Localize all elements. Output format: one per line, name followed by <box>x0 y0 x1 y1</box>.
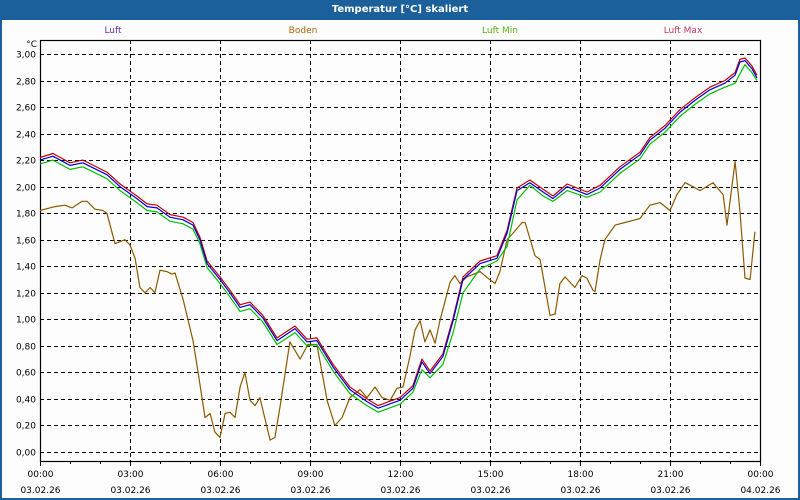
y-tick-label: 0,80 <box>16 343 36 353</box>
y-tick-label: 0,60 <box>16 369 36 379</box>
x-tick-time: 12:00 <box>388 470 414 480</box>
y-tick-label: 1,00 <box>16 316 36 326</box>
x-tick-time: 00:00 <box>748 470 774 480</box>
x-tick-time: 03:00 <box>118 470 144 480</box>
y-tick-label: 2,80 <box>16 78 36 88</box>
x-tick-date: 03.02.26 <box>380 486 420 496</box>
x-tick-date: 03.02.26 <box>20 486 60 496</box>
x-tick-time: 18:00 <box>568 470 594 480</box>
legend-item-boden: Boden <box>289 26 318 36</box>
x-tick-date: 03.02.26 <box>290 486 330 496</box>
x-tick-time: 06:00 <box>208 470 234 480</box>
x-tick-date: 03.02.26 <box>200 486 240 496</box>
x-tick-time: 00:00 <box>28 470 54 480</box>
x-tick-date: 04.02.26 <box>740 486 780 496</box>
y-tick-label: 1,60 <box>16 237 36 247</box>
y-tick-label: 1,20 <box>16 290 36 300</box>
x-tick-date: 03.02.26 <box>650 486 690 496</box>
y-tick-label: 0,40 <box>16 396 36 406</box>
x-tick-date: 03.02.26 <box>560 486 600 496</box>
window-title: Temperatur [°C] skaliert <box>0 0 800 20</box>
x-tick-time: 21:00 <box>658 470 684 480</box>
legend-item-luft-max: Luft Max <box>664 26 703 36</box>
legend-item-luft-min: Luft Min <box>482 26 518 36</box>
x-tick-time: 15:00 <box>478 470 504 480</box>
series-line-luft <box>39 59 758 409</box>
plot-frame <box>39 39 762 463</box>
x-tick-date: 03.02.26 <box>110 486 150 496</box>
x-tick-date: 03.02.26 <box>470 486 510 496</box>
legend-item-luft: Luft <box>104 26 122 36</box>
y-axis-unit: °C <box>26 40 37 50</box>
series-line-luft-max <box>39 57 758 407</box>
y-tick-label: 2,20 <box>16 157 36 167</box>
x-tick-time: 09:00 <box>298 470 324 480</box>
series-line-boden <box>39 160 756 441</box>
y-tick-label: 2,60 <box>16 104 36 114</box>
y-tick-label: 2,00 <box>16 184 36 194</box>
y-tick-label: 0,20 <box>16 422 36 432</box>
y-tick-label: 0,00 <box>16 449 36 459</box>
y-tick-label: 2,40 <box>16 131 36 141</box>
y-tick-label: 1,80 <box>16 210 36 220</box>
y-tick-label: 1,40 <box>16 263 36 273</box>
y-tick-label: 3,00 <box>16 51 36 61</box>
series-line-luft-min <box>39 63 758 413</box>
